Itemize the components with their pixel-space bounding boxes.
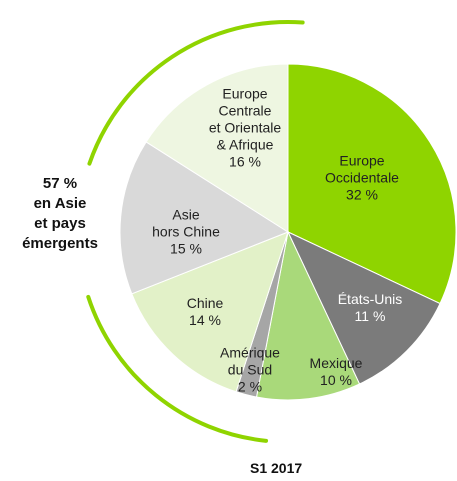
category-label: Chine <box>186 295 224 311</box>
value-label: 15 % <box>170 240 202 257</box>
slice-label: Europe Centrale et Orientale & Afrique 16… <box>209 86 281 171</box>
pie-slice <box>145 63 289 233</box>
category-label: Asie hors Chine <box>152 206 220 240</box>
slice-label: Mexique 10 % <box>310 355 363 389</box>
value-label: 16 % <box>229 153 261 170</box>
bracket-arc <box>86 294 269 443</box>
category-label: Europe Occidentale <box>325 152 399 186</box>
pie-slice <box>255 230 361 401</box>
pie-slice <box>286 230 441 385</box>
category-label: États-Unis <box>337 291 403 307</box>
category-label: Mexique <box>309 355 363 371</box>
value-label: 32 % <box>346 186 378 203</box>
value-label: 11 % <box>354 308 386 324</box>
slice-label: Chine 14 % <box>187 295 224 329</box>
pie-slice <box>119 141 290 295</box>
annotation: 57 % en Asie et pays émergents <box>22 175 98 252</box>
pie-slice <box>287 63 457 305</box>
slice-label: Europe Occidentale 32 % <box>325 153 399 204</box>
value-label: 14 % <box>189 312 221 328</box>
chart-title: S1 2017 <box>250 460 303 476</box>
category-label: Europe Centrale et Orientale & Afrique <box>208 85 282 153</box>
pie-slice <box>131 231 289 393</box>
category-label: Amérique du Sud <box>220 344 280 378</box>
slice-label: Asie hors Chine 15 % <box>152 207 220 258</box>
value-label: 2 % <box>237 378 263 395</box>
bracket-arc <box>87 20 305 166</box>
slice-label: Amérique du Sud 2 % <box>220 345 280 396</box>
value-label: 10 % <box>320 372 352 388</box>
slice-label: États-Unis 11 % <box>338 291 403 325</box>
